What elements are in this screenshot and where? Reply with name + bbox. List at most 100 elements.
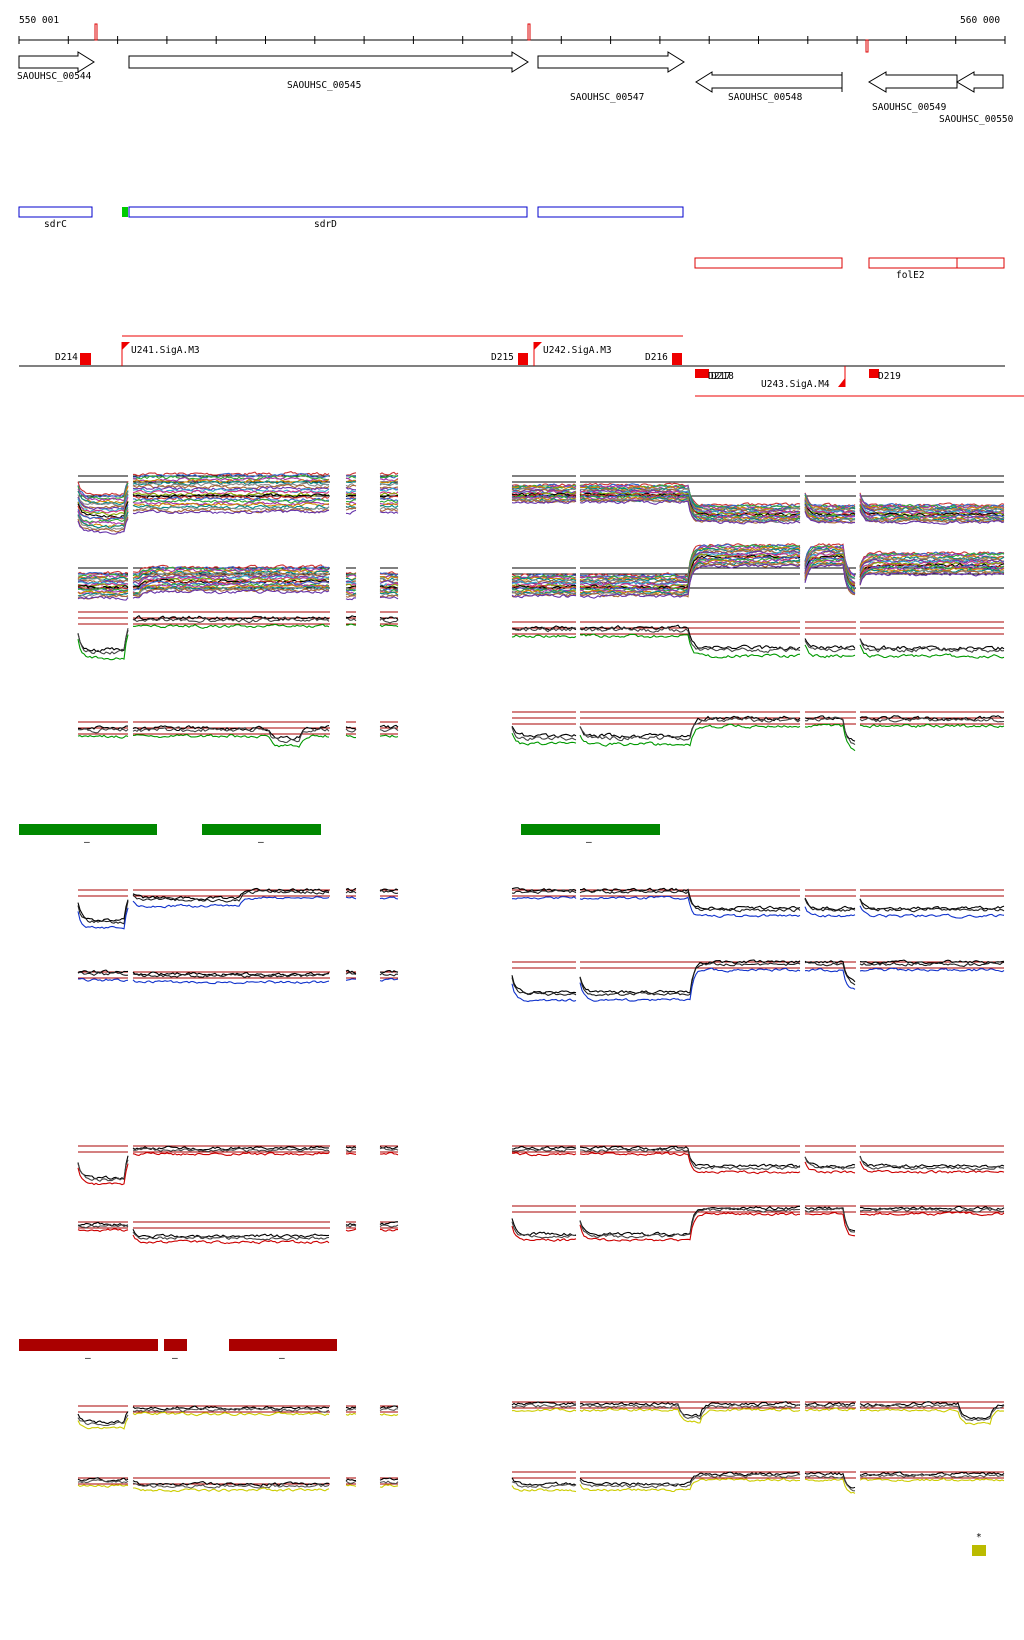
gene-label: SAOUHSC_00544 xyxy=(17,71,92,82)
profile-panel xyxy=(511,959,1005,1003)
profile-trace xyxy=(804,906,856,918)
profile-trace xyxy=(379,1405,399,1410)
condition-bar[interactable] xyxy=(19,824,157,835)
profile-trace xyxy=(77,580,128,585)
profile-trace xyxy=(511,626,577,633)
gene-arrow[interactable] xyxy=(128,51,529,73)
profile-trace xyxy=(804,897,856,911)
profile-trace xyxy=(77,1414,129,1427)
profile-trace xyxy=(804,1474,856,1492)
profile-trace xyxy=(380,970,399,974)
profile-trace xyxy=(345,595,357,598)
profile-trace xyxy=(379,889,399,894)
profile-trace xyxy=(77,594,129,600)
profile-trace xyxy=(511,975,577,995)
annotation-label: sdrC xyxy=(44,219,67,230)
profile-trace xyxy=(579,499,801,525)
profile-trace xyxy=(859,961,1005,968)
segment-end-flag[interactable] xyxy=(838,378,845,387)
profile-trace xyxy=(859,959,1005,965)
profile-trace xyxy=(511,1145,577,1151)
selected-annotation[interactable] xyxy=(122,207,128,217)
profile-trace xyxy=(379,492,399,496)
profile-trace xyxy=(379,624,399,628)
segment-marker[interactable] xyxy=(80,353,91,365)
gene-arrow[interactable] xyxy=(695,71,843,93)
profile-trace xyxy=(511,889,577,895)
profile-trace xyxy=(579,716,801,742)
profile-panel xyxy=(77,721,399,748)
reverse-annotation[interactable] xyxy=(694,257,843,269)
profile-panel xyxy=(511,1471,1005,1494)
profile-trace xyxy=(132,1151,330,1156)
condition-label: – xyxy=(172,1353,178,1364)
forward-annotation[interactable] xyxy=(18,206,93,218)
forward-annotation[interactable] xyxy=(537,206,684,218)
profile-trace xyxy=(379,506,399,510)
profile-trace xyxy=(804,1156,856,1169)
segment-start-flag[interactable] xyxy=(122,342,130,350)
profile-trace xyxy=(77,516,129,533)
condition-bar[interactable] xyxy=(202,824,321,835)
profile-trace xyxy=(77,577,129,583)
condition-bar[interactable] xyxy=(521,824,660,835)
profile-trace xyxy=(579,627,801,654)
profile-trace xyxy=(511,983,577,1003)
segment-marker[interactable] xyxy=(695,369,709,378)
profile-trace xyxy=(579,555,801,591)
profile-trace xyxy=(511,1407,577,1413)
forward-annotation[interactable] xyxy=(128,206,528,218)
profile-trace xyxy=(345,493,357,496)
gene-arrow[interactable] xyxy=(956,71,1004,93)
profile-trace xyxy=(77,592,129,597)
profile-trace xyxy=(379,1221,398,1226)
profile-trace xyxy=(379,486,399,489)
profile-trace xyxy=(804,1161,856,1174)
gene-arrow[interactable] xyxy=(18,51,95,73)
condition-label: – xyxy=(258,837,264,848)
segment-marker[interactable] xyxy=(518,353,528,365)
profile-trace xyxy=(133,1487,330,1493)
profile-trace xyxy=(132,1145,330,1151)
profile-trace xyxy=(345,581,357,585)
segment-marker[interactable] xyxy=(869,369,879,378)
profile-trace xyxy=(379,1483,399,1488)
profile-trace xyxy=(511,593,577,599)
gene-arrow[interactable] xyxy=(537,51,685,73)
profile-trace xyxy=(379,734,399,738)
profile-trace xyxy=(511,1485,577,1493)
profile-trace xyxy=(132,616,330,624)
marker-swatch[interactable] xyxy=(972,1545,986,1556)
condition-bar[interactable] xyxy=(164,1339,187,1351)
profile-trace xyxy=(511,1152,577,1157)
segment-label: D218 xyxy=(711,371,734,382)
segment-marker[interactable] xyxy=(672,353,682,365)
profile-trace xyxy=(511,1401,577,1406)
gene-label: SAOUHSC_00547 xyxy=(570,92,644,103)
profile-trace xyxy=(804,723,856,752)
profile-trace xyxy=(132,973,330,979)
profile-trace xyxy=(345,1484,357,1487)
profile-trace xyxy=(345,491,357,495)
condition-bar[interactable] xyxy=(19,1339,158,1351)
profile-trace xyxy=(804,507,856,521)
profile-trace xyxy=(379,474,399,479)
segment-start-flag[interactable] xyxy=(534,342,542,350)
profile-trace xyxy=(579,544,801,580)
profile-trace xyxy=(77,590,129,596)
condition-bars-red: – – – xyxy=(19,1339,337,1364)
profile-trace xyxy=(379,487,399,493)
profile-trace xyxy=(579,887,801,911)
profile-trace xyxy=(379,571,399,575)
reverse-annotation[interactable] xyxy=(868,257,1005,269)
profile-trace xyxy=(511,1218,577,1237)
segment-label: D217 xyxy=(708,371,731,382)
profile-trace xyxy=(346,589,357,592)
condition-bar[interactable] xyxy=(229,1339,337,1351)
profile-trace xyxy=(77,971,129,977)
gene-arrow[interactable] xyxy=(868,71,958,93)
profile-trace xyxy=(859,570,1005,586)
profile-trace xyxy=(77,1163,129,1186)
profile-trace xyxy=(77,634,129,661)
profile-trace xyxy=(132,971,330,977)
